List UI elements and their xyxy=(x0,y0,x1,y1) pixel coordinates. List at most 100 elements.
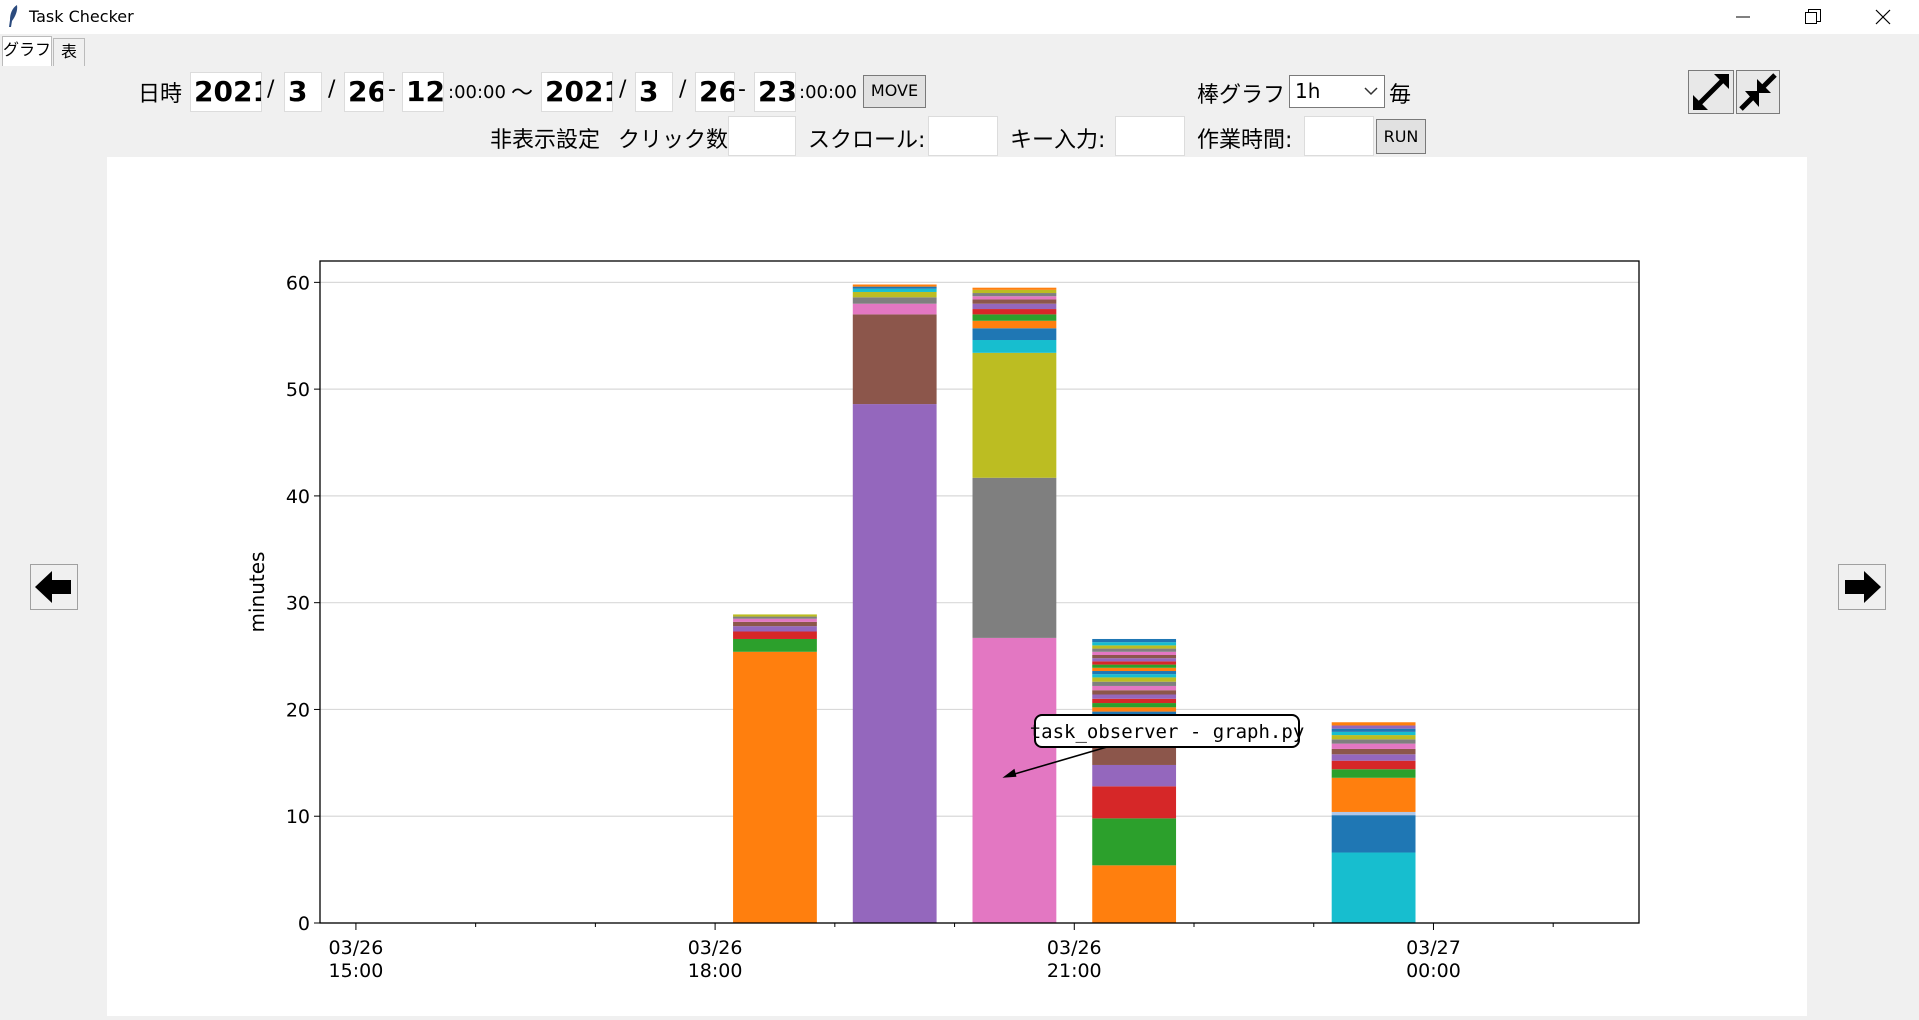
bar-segment xyxy=(1092,667,1177,672)
start-year-field[interactable]: 2021 xyxy=(190,72,262,112)
bar-segment xyxy=(1331,743,1416,749)
end-year-field[interactable]: 2021 xyxy=(541,72,613,112)
bar-segment xyxy=(1092,651,1177,655)
bar-segment xyxy=(1092,707,1177,712)
bar-segment xyxy=(852,404,937,924)
y-tick-label: 50 xyxy=(286,379,310,401)
bar-segment xyxy=(1092,638,1177,643)
minimize-icon xyxy=(1736,16,1750,18)
keys-label: キー入力: xyxy=(1010,128,1106,153)
bar-segment xyxy=(1092,690,1177,695)
chevron-down-icon xyxy=(1364,87,1378,96)
x-tick-label: 03/26 xyxy=(688,937,743,959)
bar-segment xyxy=(733,638,817,652)
start-month-field[interactable]: 3 xyxy=(284,72,322,112)
start-hour-field[interactable]: 12 xyxy=(402,72,444,112)
worktime-label: 作業時間: xyxy=(1197,128,1293,153)
bar-interval-select[interactable]: 1h xyxy=(1289,75,1385,108)
bar-segment xyxy=(733,614,817,617)
bar-segment xyxy=(972,309,1057,315)
bar-segment xyxy=(852,286,937,289)
bar-segment xyxy=(972,303,1057,310)
separator-slash: / xyxy=(619,77,627,102)
minimize-button[interactable] xyxy=(1708,0,1778,34)
bar-segment xyxy=(1092,645,1177,649)
bar-segment xyxy=(1331,725,1416,729)
bar-segment xyxy=(1331,777,1416,812)
title-bar: Task Checker xyxy=(0,0,1919,34)
close-button[interactable] xyxy=(1848,0,1918,34)
range-label: 日時 xyxy=(138,82,183,107)
restore-icon xyxy=(1805,9,1821,24)
bar-segment xyxy=(1092,648,1177,652)
annotation-arrowhead xyxy=(1002,768,1017,778)
bar-segment xyxy=(1331,754,1416,761)
bar-segment xyxy=(972,352,1057,478)
run-button[interactable]: RUN xyxy=(1376,119,1426,154)
x-tick-label: 18:00 xyxy=(688,960,743,982)
close-icon xyxy=(1875,9,1891,25)
bar-segment xyxy=(1092,703,1177,708)
stacked-bar-chart: 010203040506003/2615:0003/2618:0003/2621… xyxy=(245,260,1640,982)
collapse-button[interactable] xyxy=(1736,70,1780,114)
bar-segment xyxy=(1092,711,1177,716)
move-button[interactable]: MOVE xyxy=(863,75,926,108)
bar-segment xyxy=(733,618,817,622)
scroll-field[interactable] xyxy=(928,116,998,156)
bar-segment xyxy=(1092,764,1177,787)
restore-button[interactable] xyxy=(1778,0,1848,34)
annotation-box xyxy=(1034,714,1300,748)
plot-frame xyxy=(319,260,1640,924)
hide-settings-label: 非表示設定 xyxy=(490,128,601,153)
bar-segment xyxy=(972,320,1057,329)
bar-segment xyxy=(733,651,817,923)
bar-segment xyxy=(852,297,937,304)
bar-segment xyxy=(972,328,1057,341)
end-hour-field[interactable]: 23 xyxy=(754,72,796,112)
bar-segment xyxy=(852,284,937,287)
expand-button[interactable] xyxy=(1688,70,1734,114)
collapse-arrows-icon xyxy=(1739,73,1777,111)
bar-segment xyxy=(972,314,1057,321)
bar-segment xyxy=(1331,748,1416,755)
clicks-field[interactable] xyxy=(728,116,796,156)
bar-segment xyxy=(972,637,1057,923)
bar-segment xyxy=(1331,811,1416,816)
bar-segment xyxy=(1092,865,1177,923)
bar-segment xyxy=(1092,664,1177,668)
end-time-suffix: :00:00 xyxy=(799,82,857,103)
y-tick-label: 20 xyxy=(286,699,310,721)
bar-segment xyxy=(733,621,817,627)
bar-segment xyxy=(1092,671,1177,675)
previous-button[interactable] xyxy=(30,564,78,610)
arrow-right-icon xyxy=(1845,571,1881,603)
worktime-field[interactable] xyxy=(1304,116,1374,156)
separator-slash: / xyxy=(679,77,687,102)
bar-segment xyxy=(1092,654,1177,659)
end-month-field[interactable]: 3 xyxy=(635,72,673,112)
arrow-left-icon xyxy=(35,571,71,603)
bar-segment xyxy=(972,477,1057,638)
chart-canvas: 0 10 20 30 40 50 60 03/26 15:00 03/26 18:00 03/26 21… xyxy=(107,157,1807,1016)
separator-slash: / xyxy=(267,77,275,102)
y-tick-label: 0 xyxy=(298,913,310,935)
bar-interval-value: 1h xyxy=(1295,79,1321,103)
bar-segment xyxy=(1331,722,1416,726)
y-tick-label: 60 xyxy=(286,272,310,294)
y-tick-label: 10 xyxy=(286,806,310,828)
bar-segment xyxy=(1092,694,1177,699)
bar-segment xyxy=(972,340,1057,353)
expand-arrows-icon xyxy=(1693,74,1729,110)
bar-segment xyxy=(1331,815,1416,853)
bar-segment xyxy=(1092,661,1177,665)
bar-segment xyxy=(852,314,937,405)
tab-graph[interactable]: グラフ xyxy=(2,36,52,66)
keys-field[interactable] xyxy=(1115,116,1185,156)
x-tick-label: 15:00 xyxy=(329,960,384,982)
tab-table[interactable]: 表 xyxy=(53,38,85,66)
next-button[interactable] xyxy=(1838,564,1886,610)
y-axis-label: minutes xyxy=(245,552,269,633)
y-tick-label: 30 xyxy=(286,593,310,615)
end-day-field[interactable]: 26 xyxy=(695,72,735,112)
start-day-field[interactable]: 26 xyxy=(344,72,384,112)
